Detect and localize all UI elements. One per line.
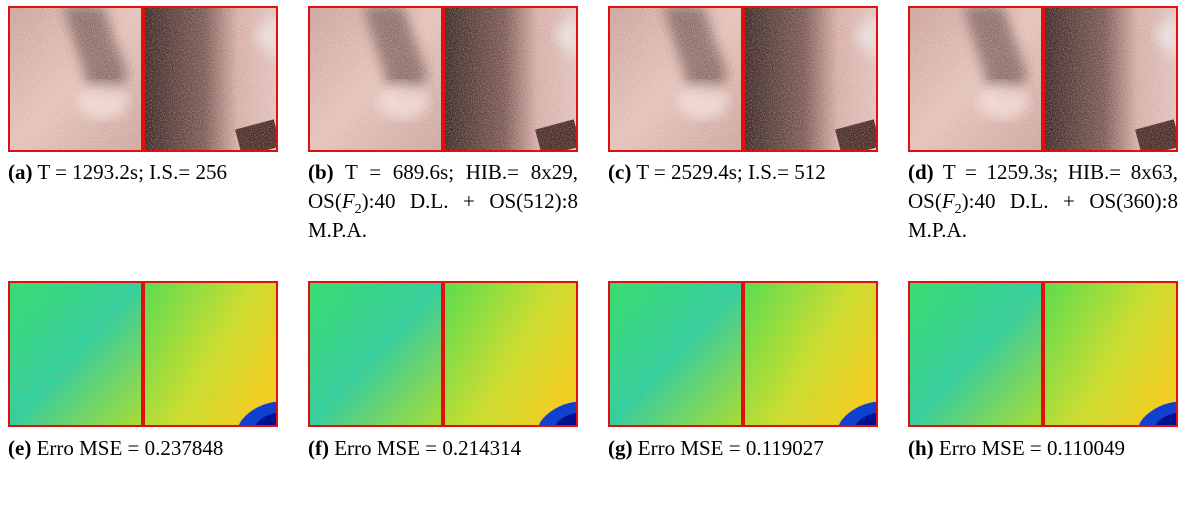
image-border [308, 6, 443, 152]
image-border [443, 281, 578, 427]
image-half [608, 6, 743, 152]
image-half [1043, 281, 1178, 427]
caption-label: (h) [908, 436, 934, 460]
caption-subscript: 2 [954, 202, 962, 218]
texture [608, 6, 743, 152]
image-half [308, 6, 443, 152]
image-half [443, 281, 578, 427]
caption-text: ):40 D.L. + OS(360):8 M.P.A. [908, 189, 1178, 242]
image-half [143, 281, 278, 427]
image-border [143, 281, 278, 427]
texture [443, 6, 578, 152]
image-half [743, 281, 878, 427]
panel-image [608, 281, 878, 427]
image-border [8, 6, 143, 152]
image-half [8, 6, 143, 152]
image-half [908, 6, 1043, 152]
texture [8, 6, 143, 152]
texture [8, 281, 143, 427]
image-border [8, 281, 143, 427]
image-half [308, 281, 443, 427]
caption: (h) Erro MSE = 0.110049 [908, 434, 1178, 463]
panel-image [8, 281, 278, 427]
image-half [443, 6, 578, 152]
caption-text: T = 689.6s; HIB.= 8x29, OS( [308, 160, 579, 213]
texture [608, 281, 743, 427]
image-border [1043, 6, 1178, 152]
panel-image [308, 6, 578, 152]
image-border [308, 281, 443, 427]
image-half [608, 281, 743, 427]
panel-image [608, 6, 878, 152]
panel-image [308, 281, 578, 427]
texture [143, 6, 278, 152]
image-border [1043, 281, 1178, 427]
image-border [908, 281, 1043, 427]
caption-math: F [941, 189, 955, 213]
caption: (c) T = 2529.4s; I.S.= 512 [608, 158, 878, 187]
texture [908, 281, 1043, 427]
image-border [608, 6, 743, 152]
caption-label: (f) [308, 436, 329, 460]
caption-text: T = 2529.4s; I.S.= 512 [636, 160, 826, 184]
image-half [143, 6, 278, 152]
texture [908, 6, 1043, 152]
caption-text: Erro MSE = 0.110049 [938, 436, 1125, 460]
caption-label: (c) [608, 160, 632, 184]
image-border [743, 6, 878, 152]
caption: (a) T = 1293.2s; I.S.= 256 [8, 158, 278, 187]
caption-label: (d) [908, 160, 934, 184]
caption-text: Erro MSE = 0.237848 [36, 436, 224, 460]
image-half [908, 281, 1043, 427]
caption-label: (a) [8, 160, 33, 184]
texture [308, 6, 443, 152]
caption: (b) T = 689.6s; HIB.= 8x29, OS(F2):40 D.… [308, 158, 578, 245]
texture [1043, 6, 1178, 152]
caption-subscript: 2 [354, 202, 362, 218]
image-border [143, 6, 278, 152]
caption-text: Erro MSE = 0.119027 [637, 436, 824, 460]
caption-text: T = 1293.2s; I.S.= 256 [37, 160, 227, 184]
image-half [8, 281, 143, 427]
caption-label: (g) [608, 436, 633, 460]
texture [308, 281, 443, 427]
caption-text: Erro MSE = 0.214314 [334, 436, 522, 460]
caption: (d) T = 1259.3s; HIB.= 8x63, OS(F2):40 D… [908, 158, 1178, 245]
image-border [908, 6, 1043, 152]
texture [743, 281, 878, 427]
panel-image [8, 6, 278, 152]
caption-text: ):40 D.L. + OS(512):8 M.P.A. [308, 189, 578, 242]
texture [1043, 281, 1178, 427]
caption: (g) Erro MSE = 0.119027 [608, 434, 878, 463]
caption-label: (b) [308, 160, 334, 184]
texture [143, 281, 278, 427]
caption-math: F [341, 189, 355, 213]
caption: (e) Erro MSE = 0.237848 [8, 434, 278, 463]
image-half [743, 6, 878, 152]
image-border [443, 6, 578, 152]
image-border [608, 281, 743, 427]
texture [443, 281, 578, 427]
caption: (f) Erro MSE = 0.214314 [308, 434, 578, 463]
image-half [1043, 6, 1178, 152]
caption-label: (e) [8, 436, 32, 460]
panel-image [908, 6, 1178, 152]
texture [743, 6, 878, 152]
image-border [743, 281, 878, 427]
panel-image [908, 281, 1178, 427]
caption-text: T = 1259.3s; HIB.= 8x63, OS( [908, 160, 1178, 213]
